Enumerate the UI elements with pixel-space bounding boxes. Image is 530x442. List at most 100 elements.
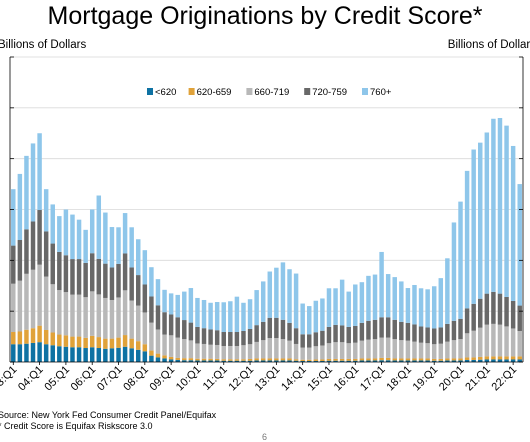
bar-segment [50, 332, 55, 346]
bar-segment [445, 358, 450, 361]
bar-segment [89, 335, 95, 348]
bar-segment [412, 324, 417, 342]
bar-segment [346, 326, 351, 344]
bar-segment [267, 360, 273, 362]
x-tick-label: 20:Q1 [437, 364, 467, 394]
bar-segment [149, 355, 154, 362]
bar-segment [333, 288, 338, 325]
bar-segment [260, 321, 266, 341]
bar-segment [517, 330, 522, 357]
bar-segment [247, 358, 253, 361]
bar-segment [385, 274, 391, 318]
bar-segment [353, 342, 358, 359]
bar-segment [372, 358, 378, 361]
bar-segment [425, 358, 430, 361]
bar-segment [17, 331, 23, 345]
bar-segment [353, 360, 358, 362]
bar-segment [83, 337, 88, 349]
bar-segment [333, 324, 338, 343]
bar-segment [149, 350, 154, 356]
bar-segment [109, 338, 115, 349]
bar-segment [346, 343, 351, 359]
bar-segment [11, 344, 16, 362]
bar-segment [484, 356, 490, 360]
bar-segment [136, 275, 141, 306]
bar-segment [491, 118, 496, 292]
bar-segment [267, 271, 273, 318]
bar-segment [405, 360, 411, 362]
bar-segment [214, 344, 220, 359]
bar-segment [122, 253, 128, 291]
page-number: 6 [262, 432, 268, 442]
bar-segment [129, 338, 134, 349]
bar-segment [50, 243, 55, 285]
bar-segment [405, 322, 411, 341]
bar-segment [122, 335, 128, 347]
bar-segment [228, 359, 233, 361]
bar-segment [412, 284, 417, 325]
bar-segment [129, 348, 134, 362]
bar-segment [307, 359, 312, 361]
bar-segment [109, 227, 115, 268]
bar-segment [24, 329, 29, 344]
x-tick-label: 21:Q1 [463, 364, 493, 394]
bar-segment [287, 358, 292, 361]
bar-segment [241, 345, 246, 360]
bar-segment [188, 360, 194, 362]
bar-segment [103, 297, 108, 339]
bar-segment [63, 335, 69, 347]
bar-segment [57, 346, 62, 362]
x-tick-label: 22:Q1 [490, 364, 520, 394]
bar-segment [438, 327, 444, 344]
bar-segment [109, 299, 115, 339]
chart-title: Mortgage Originations by Credit Score* [47, 2, 483, 30]
bar-segment [280, 339, 286, 359]
bar-segment [464, 333, 470, 358]
bar-segment [313, 359, 319, 361]
bar-segment [438, 360, 444, 362]
bar-segment [37, 264, 42, 326]
source-line: Source: New York Fed Consumer Credit Pan… [0, 410, 217, 420]
bar-segment [208, 358, 213, 361]
bar-segment [234, 332, 240, 346]
bar-segment [287, 269, 292, 323]
x-tick-label: 13:Q1 [253, 364, 283, 394]
bar-segment [142, 250, 148, 285]
legend-swatch [246, 88, 253, 95]
bar-segment [11, 189, 16, 246]
bar-segment [175, 317, 180, 338]
bar-segment [497, 118, 503, 294]
bar-segment [201, 358, 207, 361]
bar-segment [504, 359, 509, 362]
bar-segment [353, 325, 358, 343]
bar-segment [214, 358, 220, 361]
bar-segment [425, 360, 430, 362]
bar-segment [162, 312, 167, 335]
bar-segment [89, 347, 95, 362]
bar-segment [366, 275, 371, 321]
x-tick-label: 11:Q1 [201, 364, 230, 393]
bar-segment [399, 340, 404, 359]
bar-segment [103, 348, 108, 362]
bar-segment [43, 231, 49, 277]
bar-segment [464, 308, 470, 334]
bar-segment [458, 339, 463, 359]
bar-segment [484, 324, 490, 357]
bar-segment [57, 290, 62, 335]
bar-segment [484, 359, 490, 362]
bar-segment [392, 339, 397, 359]
bar-segment [129, 300, 134, 339]
bar-segment [464, 359, 470, 362]
bar-segment [451, 358, 457, 361]
bar-segment [313, 332, 319, 347]
bar-segment [431, 358, 437, 361]
bar-segment [510, 359, 516, 362]
bar-segment [333, 360, 338, 362]
bar-segment [333, 342, 338, 359]
legend-swatch [188, 88, 195, 95]
bar-segment [201, 343, 207, 359]
bar-segment [182, 358, 187, 361]
bar-segment [471, 149, 476, 304]
bar-segment [478, 298, 483, 328]
bar-segment [478, 327, 483, 357]
